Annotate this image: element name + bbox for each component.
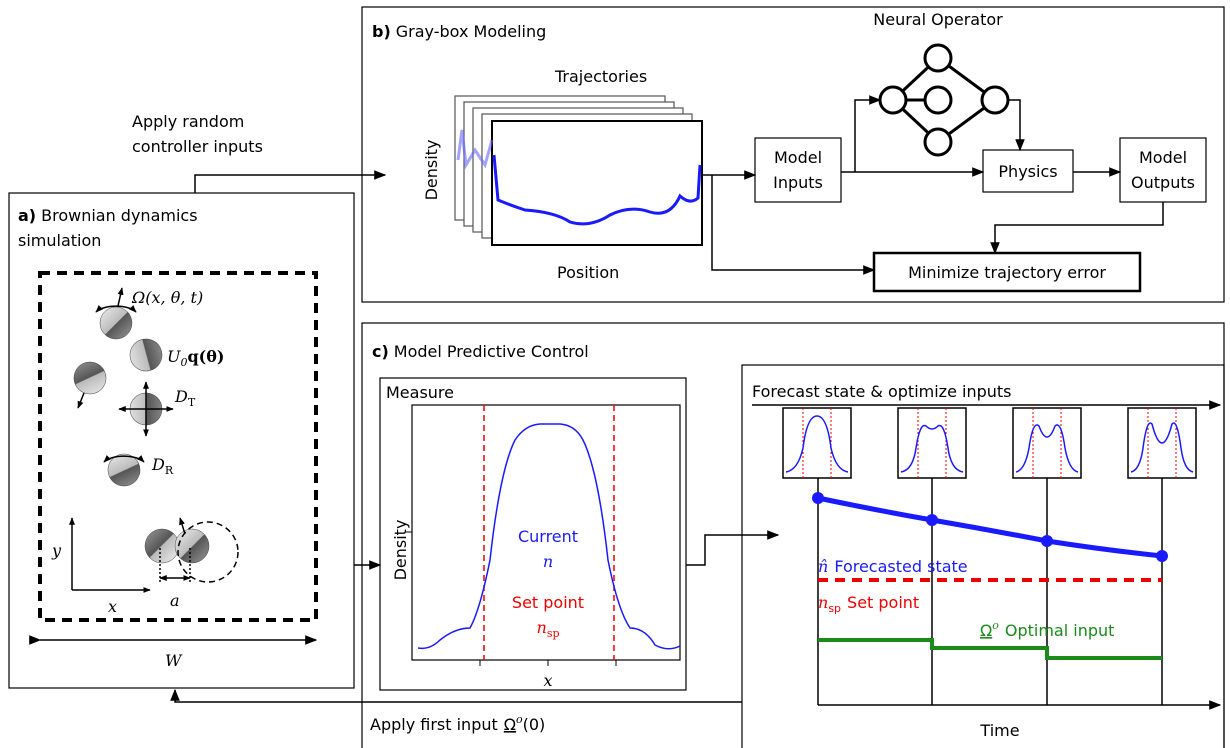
legend-text: Forecasted state (834, 557, 967, 576)
subscript: sp (547, 627, 560, 640)
symbol: q(θ) (187, 347, 224, 366)
optimal-input (818, 640, 1162, 658)
translational-label: DT (174, 387, 196, 409)
neural-network (880, 45, 1008, 155)
set-point-symbol: nsp (537, 618, 560, 640)
flow-label: controller inputs (132, 137, 263, 156)
axis-label: Density (391, 520, 410, 581)
panel-label: a) (18, 206, 36, 225)
axis-label: x (108, 597, 117, 616)
symbol: Ω (504, 715, 516, 734)
particle-arrows (40, 288, 316, 640)
panel-label: c) (372, 342, 389, 361)
stack-title: Trajectories (554, 67, 647, 86)
width-label: W (165, 651, 183, 670)
symbol: U (167, 347, 181, 366)
arrows (702, 100, 1163, 270)
swim-label: U0q(θ) (167, 347, 224, 369)
axis-label: Time (979, 721, 1019, 740)
feedback-arrow (175, 690, 742, 702)
title-line: Brownian dynamics (41, 206, 197, 225)
title-text: Gray-box Modeling (396, 22, 547, 41)
flow-label: Apply random (132, 112, 244, 131)
axis-label: Density (422, 140, 441, 201)
curve-symbol: n (543, 552, 553, 571)
forecast-title: Forecast state & optimize inputs (752, 382, 1011, 401)
panel-title: a) Brownian dynamics (18, 206, 198, 225)
box-label: Minimize trajectory error (908, 263, 1106, 282)
curve-label: Current (518, 527, 578, 546)
measure-title: Measure (386, 383, 454, 402)
box-label: Outputs (1131, 173, 1195, 192)
panel-c: c) Model Predictive Control Measure Densi… (354, 323, 1224, 748)
panel-a: a) Brownian dynamics simulation Ω(x, θ, t… (9, 193, 354, 688)
operator-title: Neural Operator (873, 10, 1003, 29)
subscript: sp (828, 602, 841, 615)
legend-text: Optimal input (1005, 621, 1115, 640)
title-line: simulation (18, 231, 101, 250)
arrow (686, 535, 778, 565)
rotation-label: Ω(x, θ, t) (131, 288, 203, 307)
box-label: Inputs (773, 173, 823, 192)
legend-optimal: Ωo Optimal input (980, 619, 1114, 640)
box-label: Physics (998, 162, 1057, 181)
axis-label: x (543, 671, 552, 690)
symbol: n̂ (818, 557, 828, 576)
symbol: n (537, 618, 547, 637)
mini-plots (783, 408, 1196, 478)
symbol: Ω (980, 621, 992, 640)
subscript: 0 (180, 356, 187, 369)
legend-set-point: nsp Set point (818, 593, 919, 615)
panel-label: b) (372, 22, 391, 41)
rotational-label: DR (151, 455, 174, 477)
box-label: Model (774, 148, 822, 167)
axis-label: Position (557, 263, 619, 282)
symbol: D (174, 387, 188, 406)
set-point-label: Set point (512, 593, 584, 612)
legend-forecast: n̂ Forecasted state (818, 557, 968, 576)
spacing-label: a (170, 591, 180, 610)
subscript: T (188, 396, 196, 409)
diagram: a) Brownian dynamics simulation Ω(x, θ, t… (0, 0, 1230, 748)
forecast-curve (818, 498, 1162, 556)
panel-title: c) Model Predictive Control (372, 342, 589, 361)
arrow (195, 175, 385, 193)
symbol: D (151, 455, 165, 474)
symbol: n (818, 593, 828, 612)
panel-title: b) Gray-box Modeling (372, 22, 546, 41)
domain-box (40, 273, 316, 620)
connectors (818, 478, 1162, 705)
superscript: o (992, 619, 999, 632)
label-text: Apply first input (370, 715, 498, 734)
legend-text: Set point (847, 593, 919, 612)
axis-label: y (51, 541, 62, 560)
particles (69, 307, 209, 563)
title-text: Model Predictive Control (394, 342, 589, 361)
panel-frame (9, 193, 354, 688)
subscript: R (165, 464, 174, 477)
argument: (0) (523, 715, 546, 734)
panel-b: b) Gray-box Modeling Trajectories Density… (362, 7, 1224, 302)
box-label: Model (1139, 148, 1187, 167)
